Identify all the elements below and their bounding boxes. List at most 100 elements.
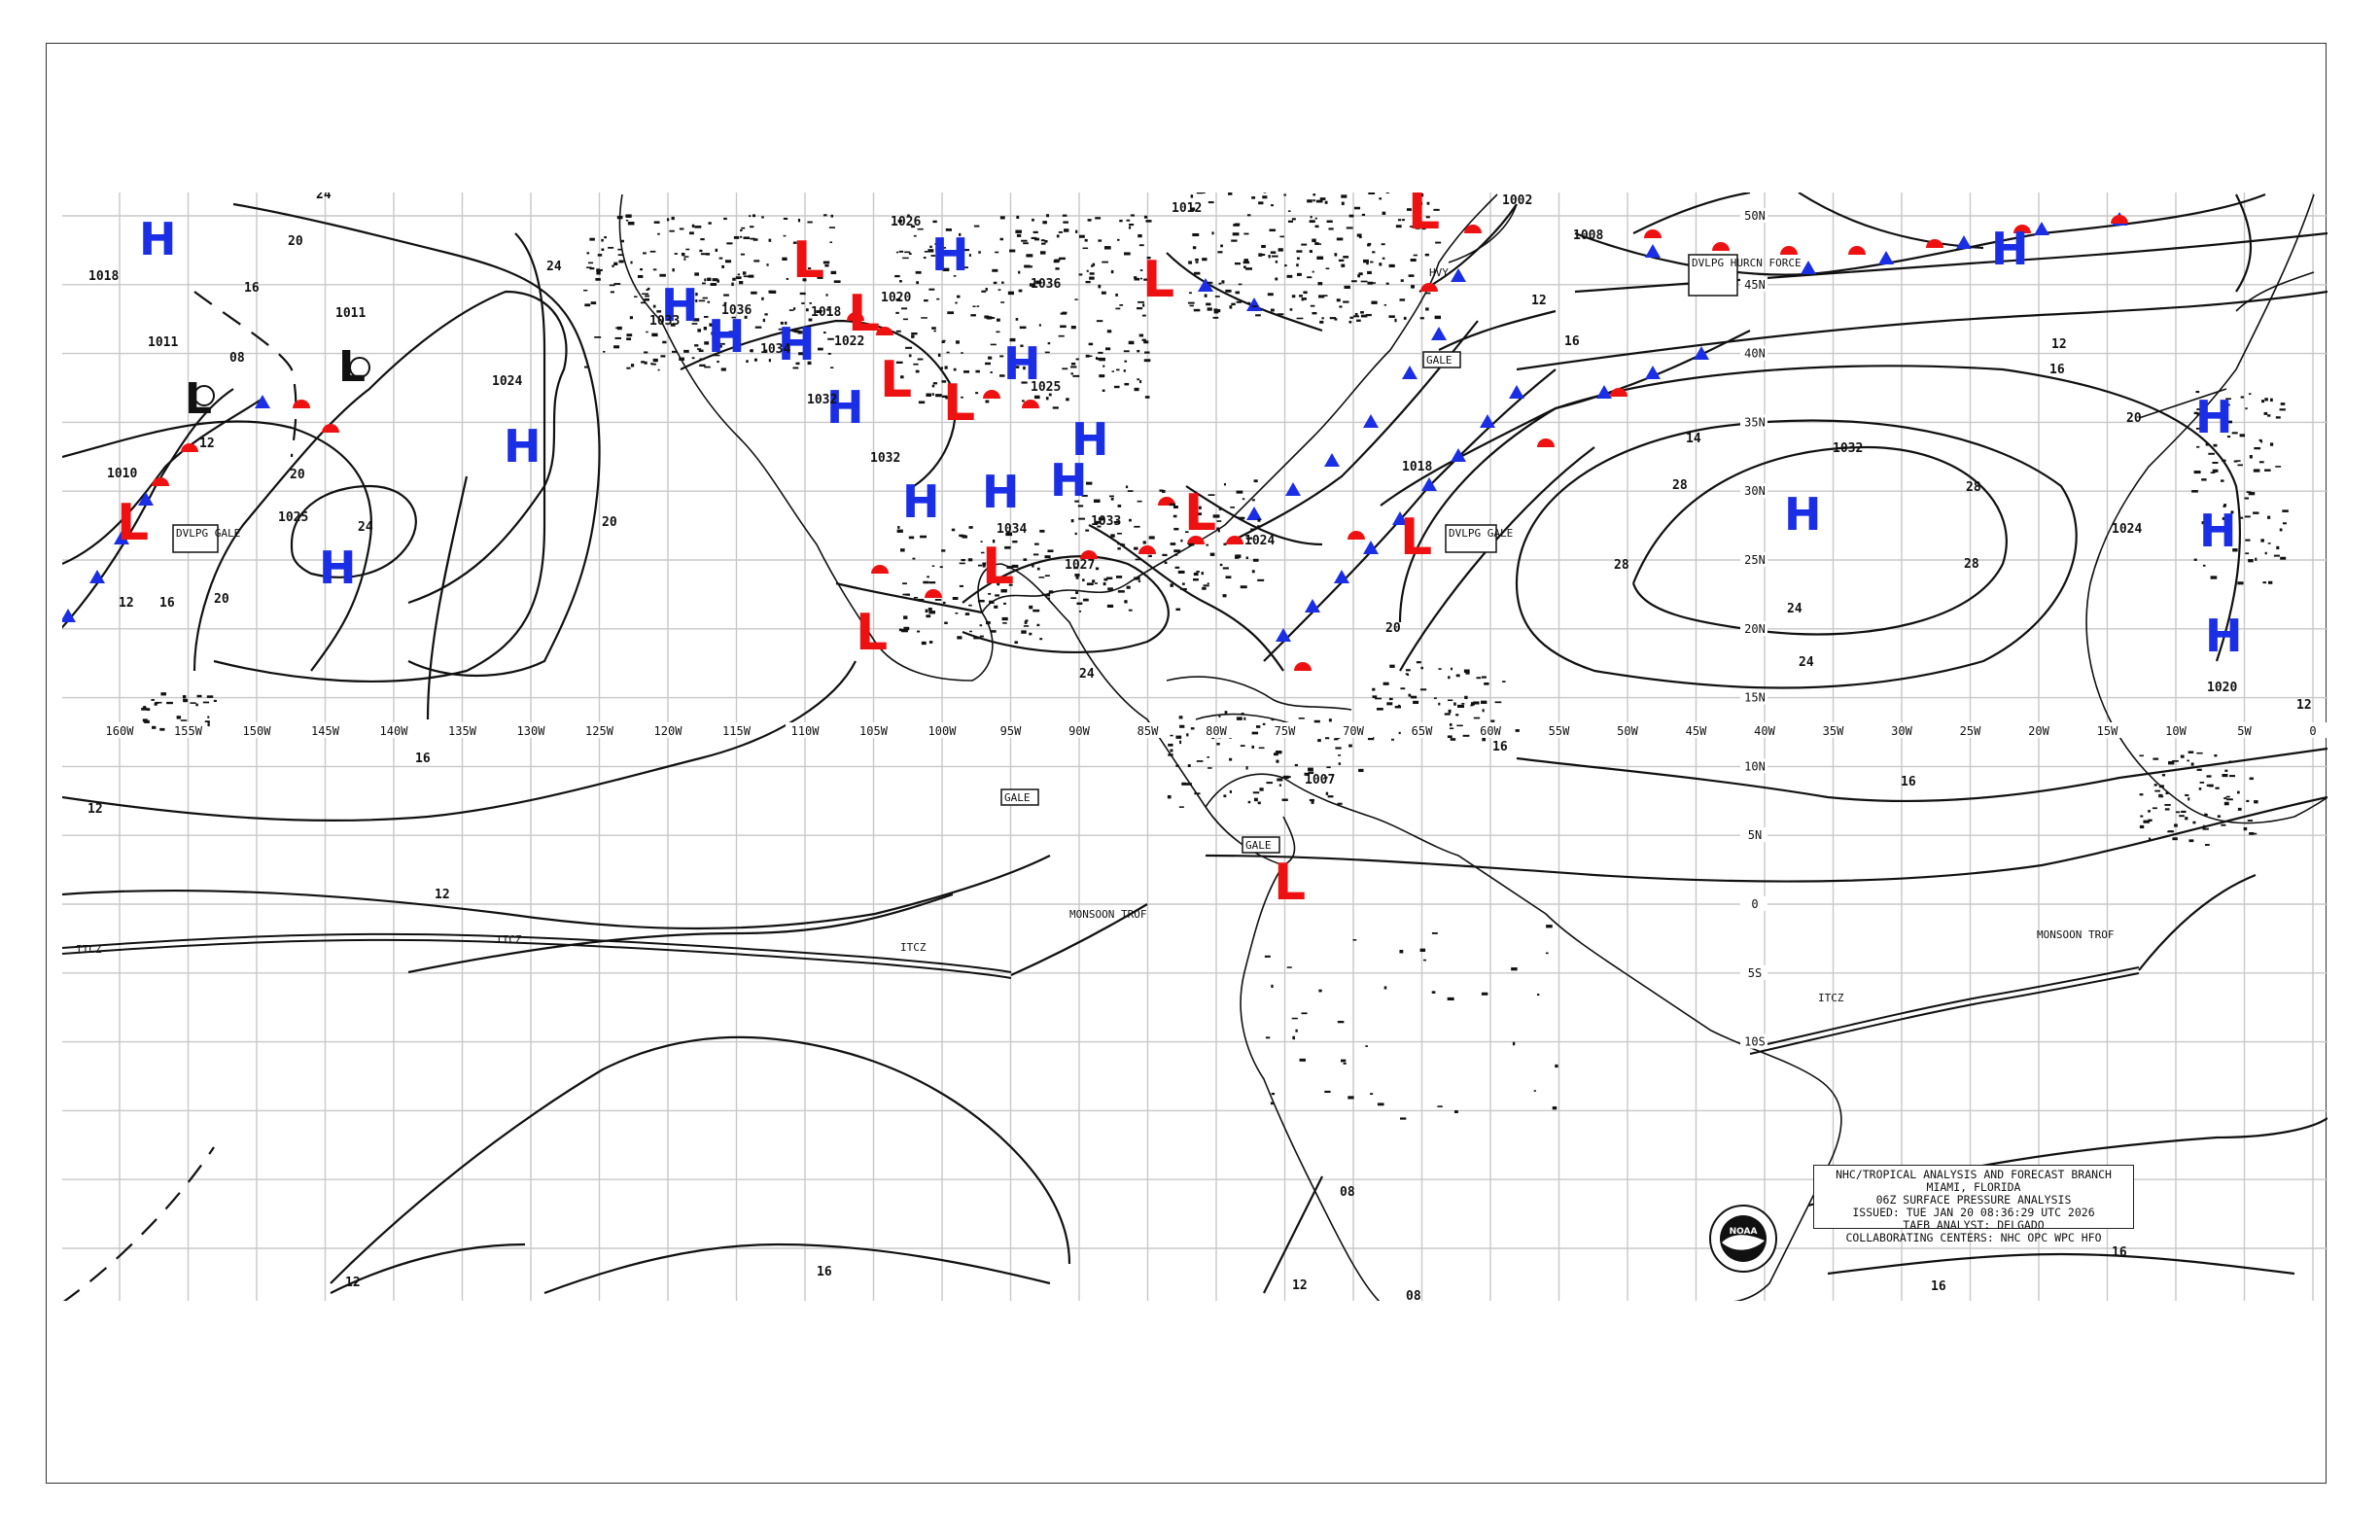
station-plot <box>2264 551 2267 555</box>
station-plot <box>1438 668 1442 670</box>
gale-tag: GALE <box>1245 839 1272 852</box>
station-plot <box>799 292 806 296</box>
station-plot <box>1257 518 1261 522</box>
station-plot <box>1116 368 1120 371</box>
station-plot <box>691 224 695 228</box>
station-plot <box>1216 743 1220 746</box>
station-plot <box>1029 632 1032 636</box>
latitude-label: 20N <box>1744 622 1766 636</box>
station-plot <box>1044 351 1050 354</box>
station-plot <box>1028 265 1033 268</box>
station-plot <box>1092 579 1096 583</box>
station-plot <box>1192 232 1200 237</box>
station-plot <box>2152 757 2159 760</box>
station-plot <box>1270 1102 1274 1105</box>
station-plot <box>731 282 734 287</box>
station-plot <box>1175 764 1179 767</box>
station-plot <box>986 561 993 564</box>
station-plot <box>1095 217 1102 220</box>
station-plot <box>797 331 803 334</box>
station-plot <box>2239 516 2244 519</box>
cold-front-triangle <box>89 570 105 583</box>
station-plot <box>1103 246 1111 250</box>
station-plot <box>1281 798 1288 801</box>
station-plot <box>2187 759 2189 762</box>
station-plot <box>990 371 993 373</box>
station-plot <box>1138 579 1141 582</box>
high-center: H <box>139 213 177 265</box>
station-plot <box>2259 439 2263 443</box>
station-plot <box>1074 298 1078 300</box>
station-plot <box>1036 567 1040 571</box>
station-plot <box>999 237 1003 241</box>
station-plot <box>924 250 928 253</box>
station-plot <box>1372 687 1376 691</box>
station-plot <box>1172 506 1178 509</box>
station-plot <box>944 366 948 369</box>
station-observations <box>141 192 2289 1120</box>
station-plot <box>1124 600 1128 604</box>
station-plot <box>1343 256 1349 259</box>
station-plot <box>782 257 788 261</box>
station-plot <box>1465 672 1470 675</box>
station-plot <box>1117 547 1121 550</box>
station-plot <box>1410 258 1417 262</box>
station-plot <box>1009 337 1016 342</box>
station-plot <box>1326 766 1331 769</box>
station-plot <box>1283 193 1287 196</box>
station-plot <box>980 541 983 542</box>
station-plot <box>1179 724 1185 728</box>
station-plot <box>1058 230 1064 233</box>
station-plot <box>1113 520 1120 523</box>
latitude-label-bg <box>1740 276 1768 292</box>
station-plot <box>1086 481 1093 485</box>
latitude-label: 45N <box>1744 278 1766 292</box>
high-center: H <box>826 381 864 434</box>
station-plot <box>894 274 900 278</box>
station-plot <box>2210 576 2218 579</box>
station-plot <box>1341 201 1345 205</box>
station-plot <box>1204 294 1208 298</box>
station-plot <box>588 262 594 264</box>
station-plot <box>1314 242 1319 245</box>
station-plot <box>1372 695 1378 699</box>
longitude-label-bg <box>305 722 345 738</box>
latitude-label: 5S <box>1748 966 1762 980</box>
station-plot <box>1292 1035 1296 1040</box>
station-plot <box>1162 553 1168 557</box>
low-center-black: L <box>338 342 366 392</box>
station-plot <box>1450 738 1456 741</box>
warm-front-semicircle <box>876 327 893 335</box>
cold-front-triangle <box>1363 414 1379 428</box>
station-plot <box>1425 216 1430 219</box>
isobar-value: 16 <box>1931 1279 1946 1294</box>
station-plot <box>2275 416 2281 419</box>
station-plot <box>902 257 909 260</box>
station-plot <box>895 330 901 332</box>
station-plot <box>2248 559 2254 563</box>
station-plot <box>1078 234 1085 238</box>
station-plot <box>1128 609 1133 612</box>
station-plot <box>2188 839 2194 843</box>
station-plot <box>1251 305 1258 307</box>
station-plot <box>802 278 807 282</box>
station-plot <box>698 299 706 302</box>
station-plot <box>1174 566 1180 569</box>
station-plot <box>1111 370 1114 372</box>
station-plot <box>1240 745 1245 747</box>
tag-box <box>1688 254 1738 297</box>
station-plot <box>995 251 999 254</box>
isobar-value: 16 <box>2112 1245 2127 1260</box>
station-plot <box>833 280 841 284</box>
station-plot <box>1406 674 1410 677</box>
station-plot <box>691 323 698 325</box>
station-plot <box>932 220 937 224</box>
station-plot <box>1203 584 1209 587</box>
station-plot <box>1319 320 1324 324</box>
station-plot <box>1070 519 1074 523</box>
station-plot <box>1217 529 1220 533</box>
station-plot <box>1417 192 1424 197</box>
station-plot <box>900 307 908 310</box>
station-plot <box>2246 491 2252 493</box>
warm-front-semicircle <box>925 589 942 598</box>
